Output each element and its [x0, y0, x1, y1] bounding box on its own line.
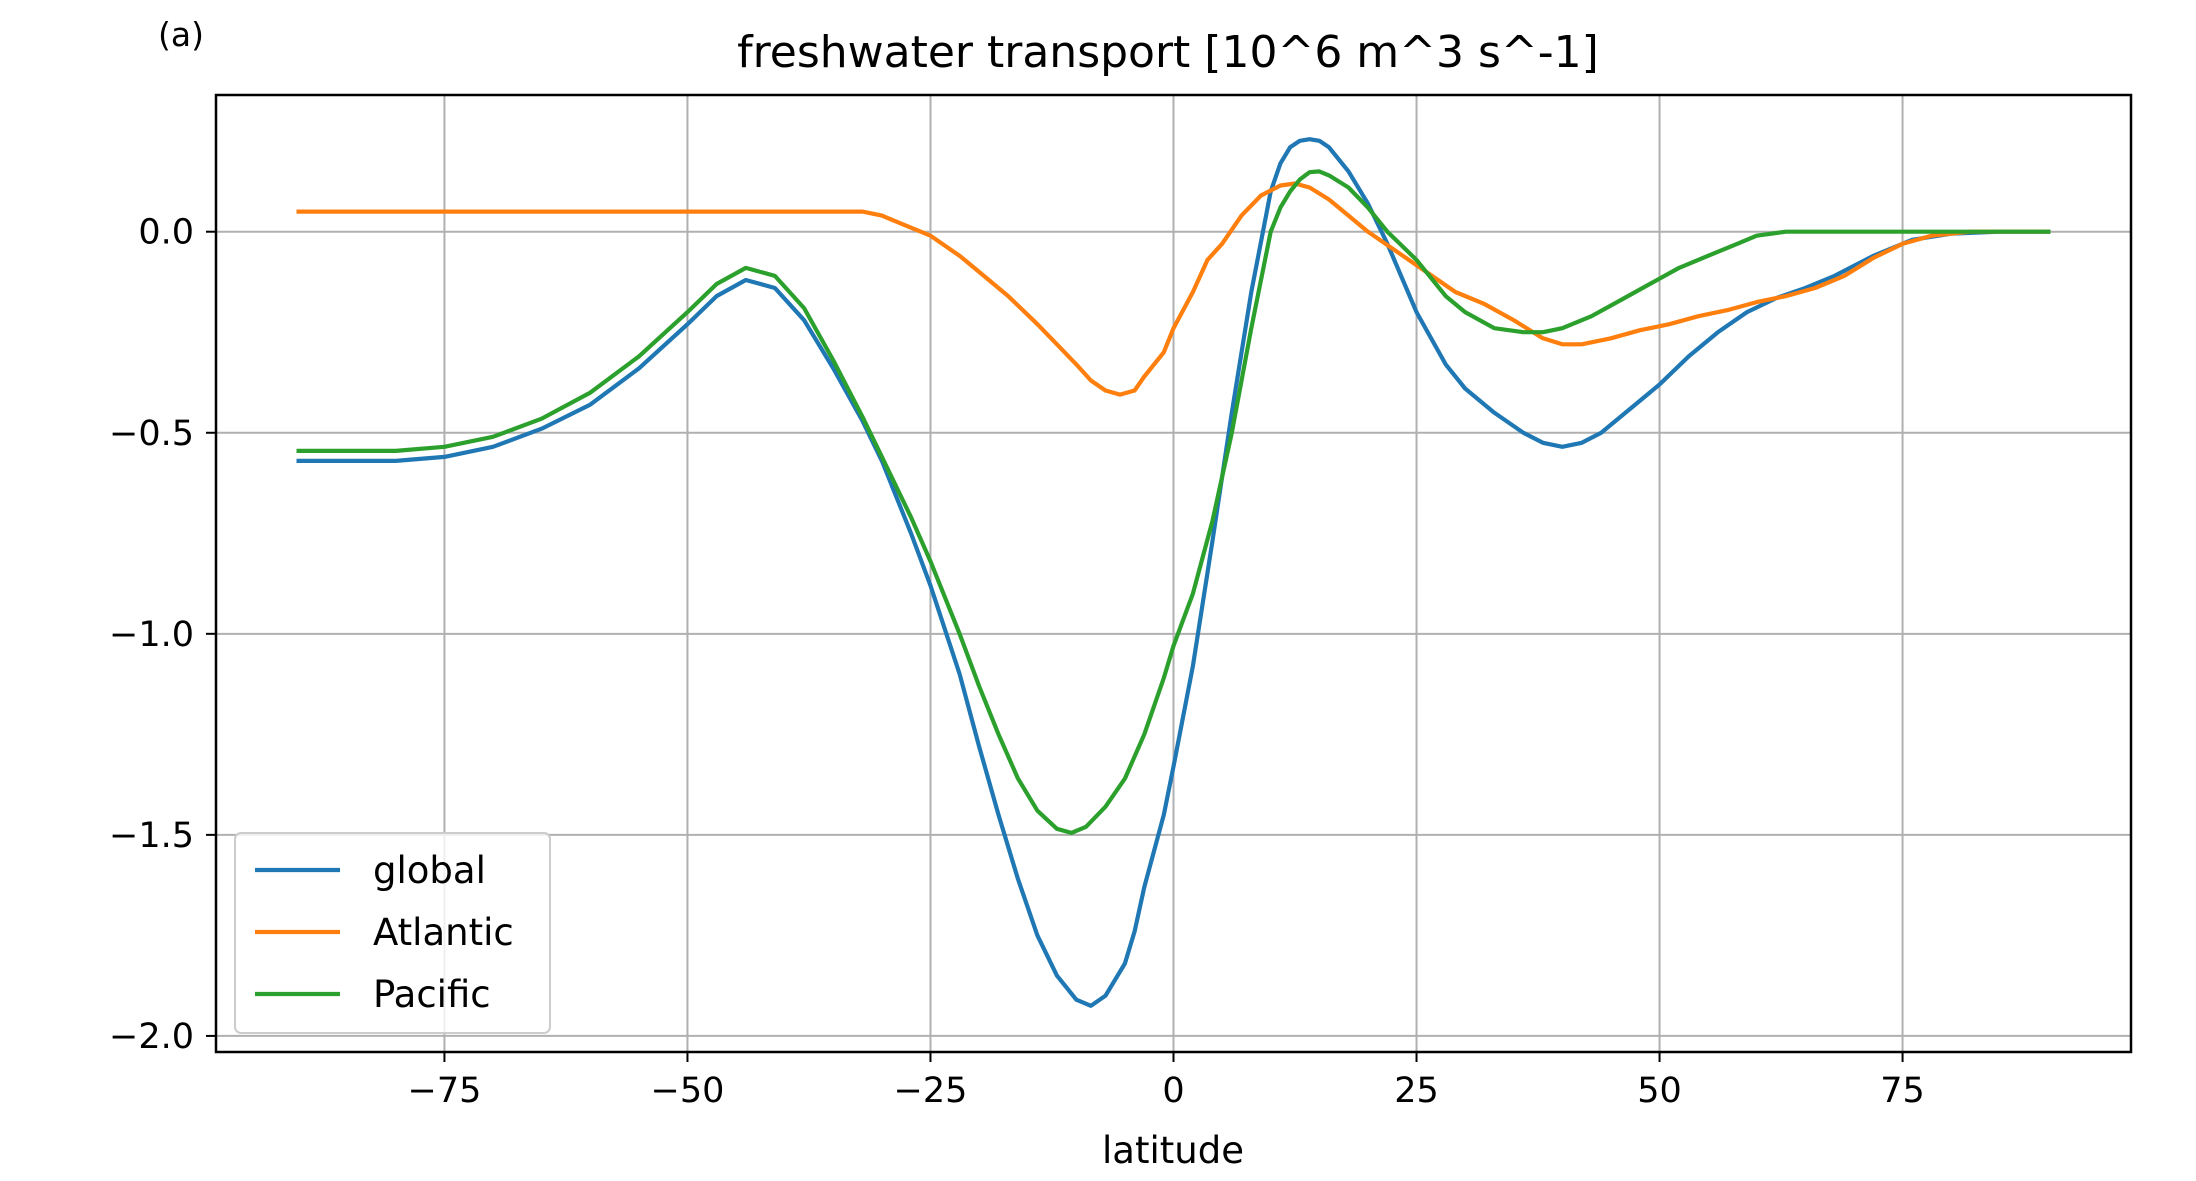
legend-label-pacific: Pacific	[373, 973, 491, 1016]
series-line-pacific	[296, 169, 2051, 835]
series-line-global	[296, 137, 2051, 1008]
x-tick-label: 75	[1880, 1071, 1925, 1111]
legend-box	[234, 832, 551, 1034]
x-tick-label: −75	[408, 1071, 482, 1111]
x-tick-label: −25	[894, 1071, 968, 1111]
series-line-atlantic	[296, 181, 2051, 397]
y-tick-label: −2.0	[109, 1017, 194, 1057]
x-tick-label: −50	[651, 1071, 725, 1111]
legend: global Atlantic Pacific	[234, 832, 551, 1034]
y-tick-label: −1.0	[109, 615, 194, 655]
panel-label: (a)	[158, 15, 204, 54]
x-tick-label: 50	[1637, 1071, 1682, 1111]
y-tick-label: −0.5	[109, 414, 194, 454]
chart-title: freshwater transport [10^6 m^3 s^-1]	[737, 27, 1599, 78]
x-tick-label: 25	[1394, 1071, 1439, 1111]
y-tick-label: 0.0	[138, 213, 194, 253]
x-axis-label: latitude	[1102, 1129, 1244, 1172]
plot-lines	[296, 137, 2051, 1008]
y-axis: 0.0 −0.5 −1.0 −1.5 −2.0	[109, 213, 216, 1057]
legend-label-global: global	[373, 849, 486, 892]
y-tick-label: −1.5	[109, 816, 194, 856]
x-tick-label: 0	[1162, 1071, 1184, 1111]
x-axis: −75 −50 −25 0 25 50 75	[408, 1052, 1925, 1111]
legend-label-atlantic: Atlantic	[373, 911, 514, 954]
